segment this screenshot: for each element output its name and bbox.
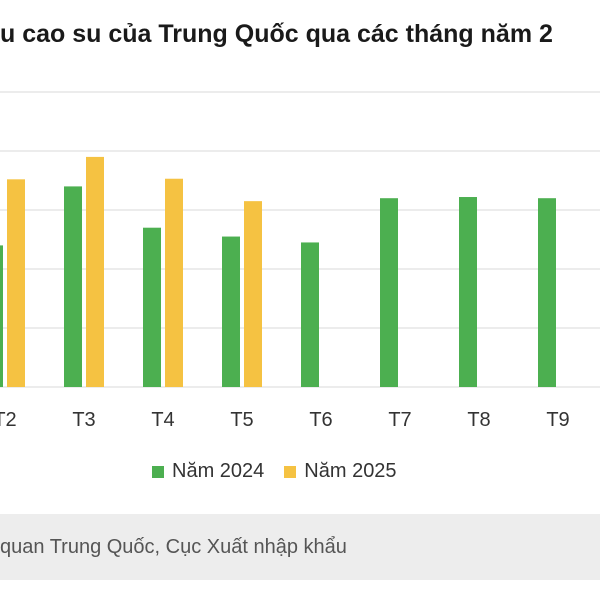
bar-t8-2024 [459,197,477,387]
bar-t9-2024 [538,198,556,387]
bar-t3-2024 [64,186,82,387]
bar-t2-2025 [7,179,25,387]
bar-t4-2024 [143,227,161,387]
bar-t6-2024 [301,242,319,387]
x-tick-label: T5 [230,409,253,431]
x-tick-label: T7 [388,409,411,431]
x-tick-label: T3 [72,409,95,431]
legend-item-2025: Năm 2025 [284,460,397,483]
bar-t5-2025 [244,201,262,387]
legend-label-2025: Năm 2025 [304,460,397,482]
chart-title: u cao su của Trung Quốc qua các tháng nă… [0,20,553,48]
x-tick-label: T2 [0,409,17,431]
legend-swatch-2024 [152,465,164,478]
legend-swatch-2025 [284,465,297,478]
bar-t5-2024 [222,236,240,387]
bar-t3-2025 [86,156,104,387]
bar-t2-2024 [0,245,3,387]
x-tick-label: T4 [151,409,174,431]
x-tick-label: T9 [546,409,569,431]
chart-area: T2 T3 T4 T5 T6 T7 T8 T9 [0,91,600,431]
legend-item-2024: Năm 2024 [152,460,264,483]
bar-t4-2025 [165,178,183,387]
source-note: quan Trung Quốc, Cục Xuất nhập khẩu [0,514,600,580]
legend-label-2024: Năm 2024 [172,460,265,482]
legend: Năm 2024 Năm 2025 [152,460,397,483]
x-tick-label: T6 [309,409,332,431]
x-tick-label: T8 [467,409,490,431]
bar-t7-2024 [380,198,398,387]
